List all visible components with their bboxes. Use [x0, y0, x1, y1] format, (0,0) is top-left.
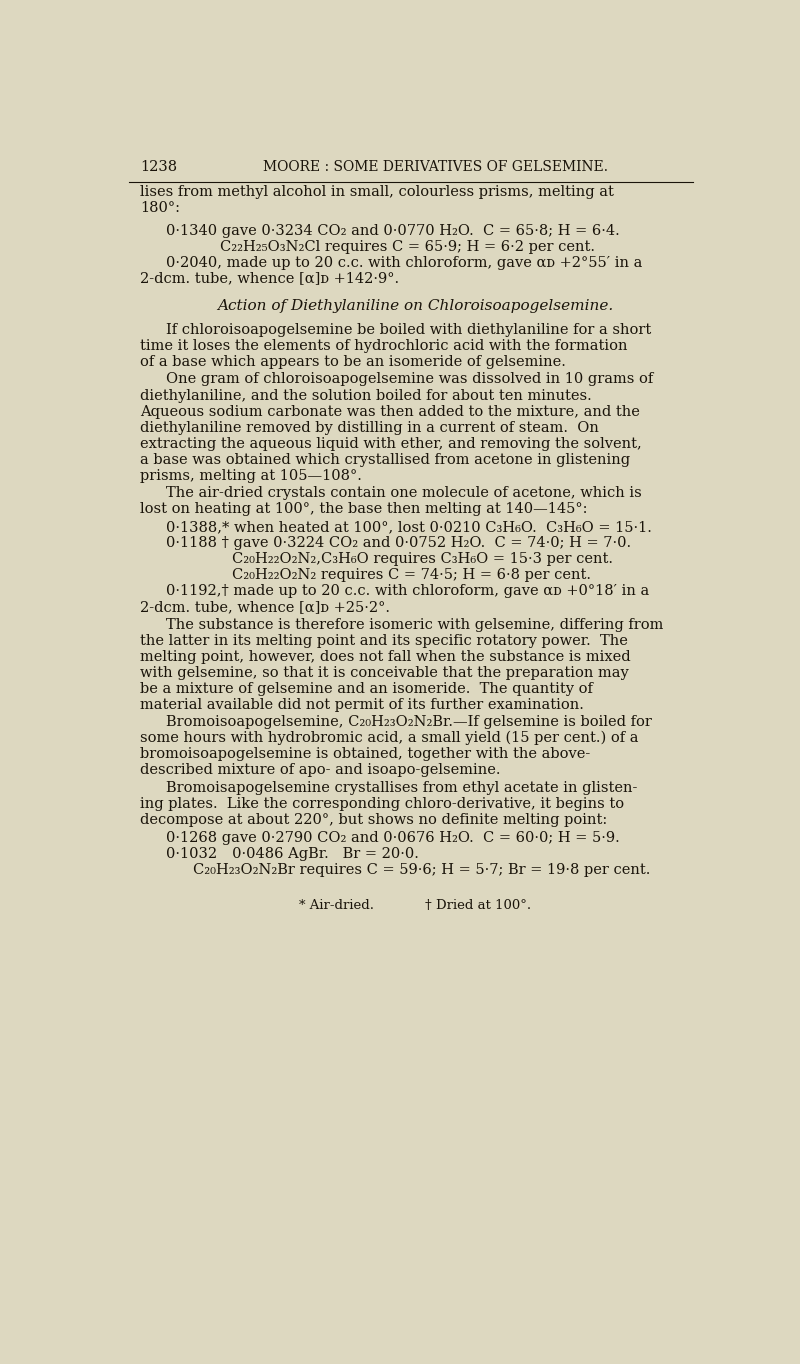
Text: a base was obtained which crystallised from acetone in glistening: a base was obtained which crystallised f… — [140, 453, 630, 466]
Text: C₂₂H₂₅O₃N₂Cl requires C = 65·9; H = 6·2 per cent.: C₂₂H₂₅O₃N₂Cl requires C = 65·9; H = 6·2 … — [220, 240, 595, 254]
Text: Bromoisoapogelsemine, C₂₀H₂₃O₂N₂Br.—If gelsemine is boiled for: Bromoisoapogelsemine, C₂₀H₂₃O₂N₂Br.—If g… — [166, 715, 652, 730]
Text: 0·2040, made up to 20 c.c. with chloroform, gave αᴅ +2°55′ in a: 0·2040, made up to 20 c.c. with chlorofo… — [166, 255, 642, 270]
Text: 2-dcm. tube, whence [α]ᴅ +142·9°.: 2-dcm. tube, whence [α]ᴅ +142·9°. — [140, 271, 399, 285]
Text: Action of Diethylaniline on Chloroisoapogelsemine.: Action of Diethylaniline on Chloroisoapo… — [218, 299, 614, 312]
Text: 0·1268 gave 0·2790 CO₂ and 0·0676 H₂O.  C = 60·0; H = 5·9.: 0·1268 gave 0·2790 CO₂ and 0·0676 H₂O. C… — [166, 831, 620, 844]
Text: lises from methyl alcohol in small, colourless prisms, melting at: lises from methyl alcohol in small, colo… — [140, 186, 614, 199]
Text: MOORE : SOME DERIVATIVES OF GELSEMINE.: MOORE : SOME DERIVATIVES OF GELSEMINE. — [262, 161, 608, 175]
Text: decompose at about 220°, but shows no definite melting point:: decompose at about 220°, but shows no de… — [140, 813, 607, 827]
Text: melting point, however, does not fall when the substance is mixed: melting point, however, does not fall wh… — [140, 649, 631, 663]
Text: bromoisoapogelsemine is obtained, together with the above-: bromoisoapogelsemine is obtained, togeth… — [140, 747, 590, 761]
Text: The air-dried crystals contain one molecule of acetone, which is: The air-dried crystals contain one molec… — [166, 486, 642, 501]
Text: time it loses the elements of hydrochloric acid with the formation: time it loses the elements of hydrochlor… — [140, 338, 628, 353]
Text: of a base which appears to be an isomeride of gelsemine.: of a base which appears to be an isomeri… — [140, 355, 566, 368]
Text: 1238: 1238 — [140, 161, 178, 175]
Text: be a mixture of gelsemine and an isomeride.  The quantity of: be a mixture of gelsemine and an isomeri… — [140, 682, 593, 696]
Text: material available did not permit of its further examination.: material available did not permit of its… — [140, 697, 584, 712]
Text: C₂₀H₂₃O₂N₂Br requires C = 59·6; H = 5·7; Br = 19·8 per cent.: C₂₀H₂₃O₂N₂Br requires C = 59·6; H = 5·7;… — [193, 862, 650, 877]
Text: 0·1388,* when heated at 100°, lost 0·0210 C₃H₆O.  C₃H₆O = 15·1.: 0·1388,* when heated at 100°, lost 0·021… — [166, 520, 652, 533]
Text: lost on heating at 100°, the base then melting at 140—145°:: lost on heating at 100°, the base then m… — [140, 502, 588, 516]
Text: 0·1340 gave 0·3234 CO₂ and 0·0770 H₂O.  C = 65·8; H = 6·4.: 0·1340 gave 0·3234 CO₂ and 0·0770 H₂O. C… — [166, 224, 620, 237]
Text: One gram of chloroisoapogelsemine was dissolved in 10 grams of: One gram of chloroisoapogelsemine was di… — [166, 372, 653, 386]
Text: The substance is therefore isomeric with gelsemine, differing from: The substance is therefore isomeric with… — [166, 618, 663, 632]
Text: Aqueous sodium carbonate was then added to the mixture, and the: Aqueous sodium carbonate was then added … — [140, 405, 640, 419]
Text: the latter in its melting point and its specific rotatory power.  The: the latter in its melting point and its … — [140, 633, 628, 648]
Text: C₂₀H₂₂O₂N₂ requires C = 74·5; H = 6·8 per cent.: C₂₀H₂₂O₂N₂ requires C = 74·5; H = 6·8 pe… — [232, 567, 590, 582]
Text: 180°:: 180°: — [140, 201, 180, 216]
Text: 0·1032    0·0486 AgBr.   Br = 20·0.: 0·1032 0·0486 AgBr. Br = 20·0. — [166, 847, 418, 861]
Text: ing plates.  Like the corresponding chloro-derivative, it begins to: ing plates. Like the corresponding chlor… — [140, 797, 625, 812]
Text: Bromoisapogelsemine crystallises from ethyl acetate in glisten-: Bromoisapogelsemine crystallises from et… — [166, 782, 638, 795]
Text: If chloroisoapogelsemine be boiled with diethylaniline for a short: If chloroisoapogelsemine be boiled with … — [166, 323, 651, 337]
Text: 2-dcm. tube, whence [α]ᴅ +25·2°.: 2-dcm. tube, whence [α]ᴅ +25·2°. — [140, 600, 390, 614]
Text: some hours with hydrobromic acid, a small yield (15 per cent.) of a: some hours with hydrobromic acid, a smal… — [140, 731, 638, 745]
Text: extracting the aqueous liquid with ether, and removing the solvent,: extracting the aqueous liquid with ether… — [140, 436, 642, 450]
Text: * Air-dried.            † Dried at 100°.: * Air-dried. † Dried at 100°. — [299, 899, 531, 911]
Text: described mixture of apo- and isoapo-gelsemine.: described mixture of apo- and isoapo-gel… — [140, 764, 501, 777]
Text: diethylaniline, and the solution boiled for about ten minutes.: diethylaniline, and the solution boiled … — [140, 389, 592, 402]
Text: with gelsemine, so that it is conceivable that the preparation may: with gelsemine, so that it is conceivabl… — [140, 666, 629, 679]
Text: diethylaniline removed by distilling in a current of steam.  On: diethylaniline removed by distilling in … — [140, 420, 599, 435]
Text: 0·1188 † gave 0·3224 CO₂ and 0·0752 H₂O.  C = 74·0; H = 7·0.: 0·1188 † gave 0·3224 CO₂ and 0·0752 H₂O.… — [166, 536, 631, 550]
Text: prisms, melting at 105—108°.: prisms, melting at 105—108°. — [140, 469, 362, 483]
Text: 0·1192,† made up to 20 c.c. with chloroform, gave αᴅ +0°18′ in a: 0·1192,† made up to 20 c.c. with chlorof… — [166, 584, 649, 597]
Text: C₂₀H₂₂O₂N₂,C₃H₆O requires C₃H₆O = 15·3 per cent.: C₂₀H₂₂O₂N₂,C₃H₆O requires C₃H₆O = 15·3 p… — [232, 552, 613, 566]
